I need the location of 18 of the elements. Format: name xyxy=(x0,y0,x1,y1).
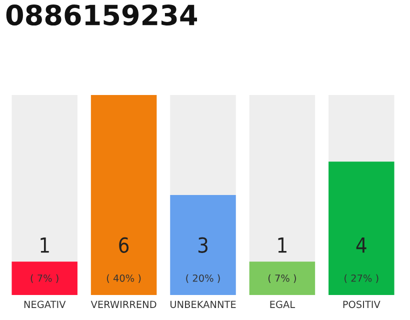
x-tick-label: VERWIRREND xyxy=(90,300,156,308)
chart-title: 0886159234 xyxy=(6,4,197,26)
bar xyxy=(12,262,78,295)
annotation: ( 7% ) xyxy=(30,274,58,283)
data-label: 6 xyxy=(119,237,129,253)
x-tick-label: UNBEKANNTE xyxy=(170,300,236,308)
annotation: ( 7% ) xyxy=(268,274,296,283)
x-tick-label: NEGATIV xyxy=(24,300,66,308)
bar xyxy=(249,262,316,295)
annotation: ( 40% ) xyxy=(106,274,141,283)
data-label: 3 xyxy=(198,237,208,253)
data-label: 4 xyxy=(356,237,366,253)
x-tick-label: POSITIV xyxy=(343,300,380,308)
annotation: ( 20% ) xyxy=(186,274,220,283)
data-label: 1 xyxy=(278,237,286,253)
annotation: ( 27% ) xyxy=(344,274,378,283)
x-tick-label: EGAL xyxy=(270,300,296,308)
data-label: 1 xyxy=(40,237,49,253)
